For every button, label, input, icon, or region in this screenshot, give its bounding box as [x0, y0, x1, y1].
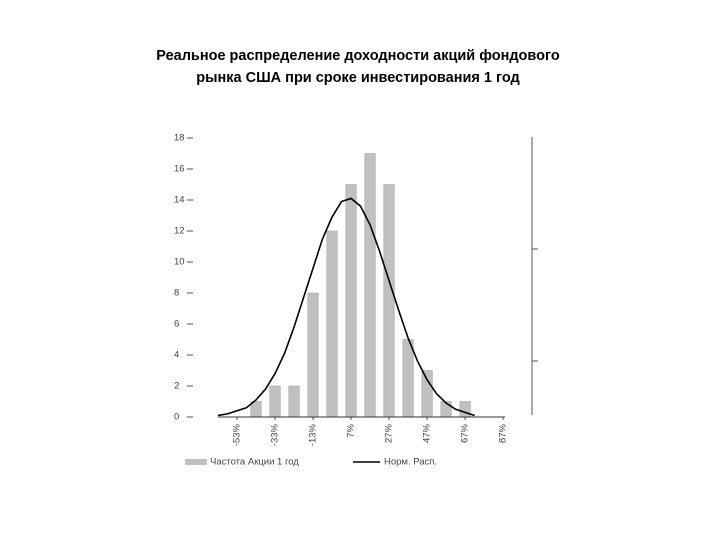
x-tick-label: 7%: [346, 423, 357, 437]
bar: [288, 385, 300, 418]
bar: [364, 153, 376, 418]
y-tick-label: 0: [174, 412, 179, 423]
y-tick-label: 2: [174, 381, 179, 392]
y-tick-label: 4: [174, 350, 179, 361]
y-tick-label: 10: [174, 257, 185, 268]
bar: [383, 184, 395, 418]
x-tick-label: -53%: [232, 423, 243, 446]
x-tick-label: 27%: [384, 423, 395, 443]
x-tick-label: 87%: [498, 423, 509, 443]
legend-label: Норм. Расп.: [384, 457, 437, 468]
y-tick-label: 14: [174, 195, 185, 206]
bar: [269, 385, 281, 418]
y-tick-label: 18: [174, 133, 185, 144]
x-tick-label: -13%: [308, 423, 319, 446]
bar: [459, 401, 471, 418]
bar: [421, 370, 433, 418]
curve: [217, 197, 475, 417]
chart-title: рынка США при сроке инвестирования 1 год: [196, 70, 519, 86]
bar: [402, 339, 414, 418]
legend-swatch: [185, 459, 207, 465]
y-tick-label: 12: [174, 226, 185, 237]
chart-title: Реальное распределение доходности акций …: [156, 48, 560, 64]
bar: [326, 230, 338, 418]
legend-label: Частота Акции 1 год: [210, 457, 299, 468]
x-tick-label: -33%: [270, 423, 281, 446]
bar: [345, 184, 357, 418]
x-tick-label: 47%: [422, 423, 433, 443]
y-tick-label: 8: [174, 288, 179, 299]
y-tick-label: 16: [174, 164, 185, 175]
y-tick-label: 6: [174, 319, 179, 330]
bar: [307, 292, 319, 418]
x-tick-label: 67%: [460, 423, 471, 443]
